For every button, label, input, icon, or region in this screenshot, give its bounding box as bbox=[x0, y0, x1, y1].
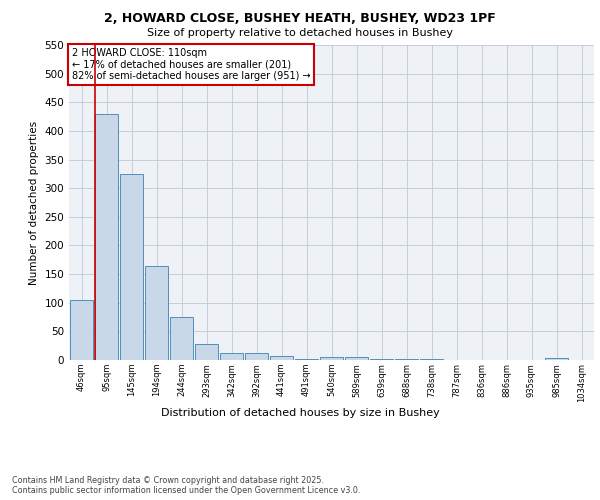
Bar bbox=[170, 317, 193, 360]
Text: Size of property relative to detached houses in Bushey: Size of property relative to detached ho… bbox=[147, 28, 453, 38]
Bar bbox=[120, 174, 143, 360]
Bar bbox=[220, 352, 243, 360]
Text: Distribution of detached houses by size in Bushey: Distribution of detached houses by size … bbox=[161, 408, 439, 418]
Text: 2, HOWARD CLOSE, BUSHEY HEATH, BUSHEY, WD23 1PF: 2, HOWARD CLOSE, BUSHEY HEATH, BUSHEY, W… bbox=[104, 12, 496, 26]
Bar bbox=[295, 359, 318, 360]
Bar bbox=[270, 356, 293, 360]
Bar bbox=[545, 358, 568, 360]
Bar bbox=[245, 352, 268, 360]
Text: Contains HM Land Registry data © Crown copyright and database right 2025.
Contai: Contains HM Land Registry data © Crown c… bbox=[12, 476, 361, 495]
Bar bbox=[70, 300, 93, 360]
Bar bbox=[95, 114, 118, 360]
Bar bbox=[395, 359, 418, 360]
Bar bbox=[370, 359, 393, 360]
Bar bbox=[345, 357, 368, 360]
Bar bbox=[145, 266, 168, 360]
Bar bbox=[195, 344, 218, 360]
Bar bbox=[320, 357, 343, 360]
Text: 2 HOWARD CLOSE: 110sqm
← 17% of detached houses are smaller (201)
82% of semi-de: 2 HOWARD CLOSE: 110sqm ← 17% of detached… bbox=[71, 48, 310, 82]
Y-axis label: Number of detached properties: Number of detached properties bbox=[29, 120, 39, 284]
